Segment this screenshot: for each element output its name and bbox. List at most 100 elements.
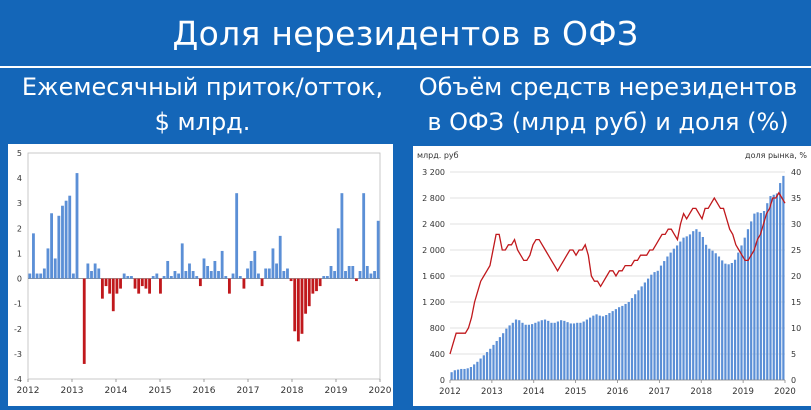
flows-chart: -4 -3 -2 -1 0 1 2 3 4 5 2012 2013 2014 2015 2016 2017 20… — [14, 149, 392, 396]
volume-bar — [759, 212, 762, 380]
inflow-bar — [61, 205, 64, 279]
volume-bar — [502, 333, 505, 380]
inflow-bar — [333, 271, 337, 279]
volume-bar — [572, 323, 576, 380]
inflow-bar — [93, 263, 97, 279]
inflow-bar — [188, 263, 191, 279]
outflow-bar — [289, 278, 293, 282]
volume-bar — [775, 193, 779, 380]
right-subtitle-line1: Объём средств нерезидентов — [418, 73, 798, 101]
inflow-bar — [351, 266, 355, 279]
x-tick-label: 2016 — [607, 387, 629, 397]
volume-bar — [624, 303, 627, 380]
outflow-bar — [137, 278, 141, 294]
x-tick-label: 2013 — [481, 387, 503, 397]
volume-bar — [547, 320, 550, 380]
volume-bar — [524, 324, 527, 380]
y-left-tick-label: 1 600 — [422, 272, 445, 281]
left-axis-label: млрд. руб — [417, 151, 459, 160]
left-subtitle-line2: $ млрд. — [154, 108, 251, 136]
volume-bar — [514, 319, 518, 380]
outflow-bar — [318, 278, 322, 287]
y-tick-label: 3 — [17, 199, 22, 208]
inflow-bar — [166, 260, 170, 279]
volume-bar — [669, 252, 672, 380]
volume-bar — [576, 322, 579, 380]
inflow-bar — [202, 258, 206, 279]
volume-bar — [782, 175, 785, 380]
volume-bar — [753, 213, 756, 380]
x-tick-label: 2014 — [105, 386, 128, 396]
inflow-bar — [213, 260, 217, 279]
x-tick-label: 2015 — [149, 386, 172, 396]
volume-bar — [553, 322, 556, 380]
y-tick-label: 0 — [17, 275, 22, 284]
inflow-bar — [336, 228, 340, 279]
volume-bar — [708, 248, 711, 380]
left-subtitle: Ежемесячный приток/отток, $ млрд. — [0, 70, 405, 140]
inflow-bar — [53, 258, 57, 279]
y-left-tick-label: 400 — [430, 350, 445, 359]
y-left-tick-label: 2 800 — [422, 194, 445, 203]
volume-bar — [550, 322, 553, 380]
outflow-bar — [82, 278, 86, 364]
x-tick-label: 2018 — [690, 387, 712, 397]
right-subtitle: Объём средств нерезидентов в ОФЗ (млрд р… — [405, 70, 811, 140]
volume-bar — [750, 221, 753, 380]
volume-bar — [463, 368, 466, 380]
inflow-bar — [46, 248, 50, 279]
inflow-bar — [369, 273, 373, 279]
inflow-bar — [267, 268, 271, 279]
title-divider — [0, 66, 811, 68]
inflow-bar — [246, 268, 249, 279]
volume-bar — [495, 341, 498, 380]
outflow-bar — [100, 278, 104, 299]
inflow-bar — [373, 271, 376, 279]
volume-bar — [479, 358, 482, 380]
inflow-bar — [130, 276, 133, 279]
volume-bar — [466, 368, 469, 380]
y-tick-label: -1 — [14, 300, 22, 309]
inflow-bar — [220, 250, 224, 279]
volume-bar — [766, 203, 769, 380]
inflow-bar — [184, 271, 188, 279]
inflow-bar — [253, 250, 257, 279]
volume-bar — [666, 256, 669, 380]
inflow-bar — [235, 193, 239, 279]
volume-bar — [621, 305, 624, 380]
volume-bar — [627, 302, 630, 380]
y-right-tick-label: 35 — [791, 194, 801, 203]
volume-bar — [473, 364, 476, 380]
x-tick-label: 2018 — [281, 386, 304, 396]
volume-bar — [511, 322, 514, 380]
volume-bar — [656, 270, 659, 380]
y-tick-label: 1 — [17, 249, 22, 258]
inflow-bar — [325, 276, 329, 279]
inflow-bar — [257, 273, 260, 279]
x-tick-label: 2012 — [439, 387, 461, 397]
outflow-bar — [111, 278, 115, 312]
y-tick-label: -3 — [14, 350, 22, 359]
inflow-bar — [75, 173, 79, 279]
inflow-bar — [177, 273, 181, 279]
inflow-bar — [322, 276, 326, 279]
volume-bar — [717, 256, 721, 380]
volume-bar — [540, 320, 543, 380]
outflow-bar — [296, 278, 300, 342]
y-left-tick-label: 3 200 — [422, 168, 445, 177]
volume-bar — [563, 320, 566, 380]
volume-bar — [746, 229, 750, 380]
volume-bar — [772, 194, 775, 380]
inflow-bar — [275, 263, 278, 279]
inflow-bar — [376, 220, 380, 279]
volume-bar — [566, 322, 569, 380]
volume-bar — [740, 245, 743, 380]
volume-bar — [637, 290, 640, 380]
inflow-bar — [238, 276, 242, 279]
volume-bar — [521, 322, 524, 380]
outflow-bar — [140, 278, 144, 287]
volume-bar — [682, 237, 685, 380]
x-tick-label: 2019 — [732, 387, 754, 397]
y-right-tick-label: 40 — [791, 168, 801, 177]
